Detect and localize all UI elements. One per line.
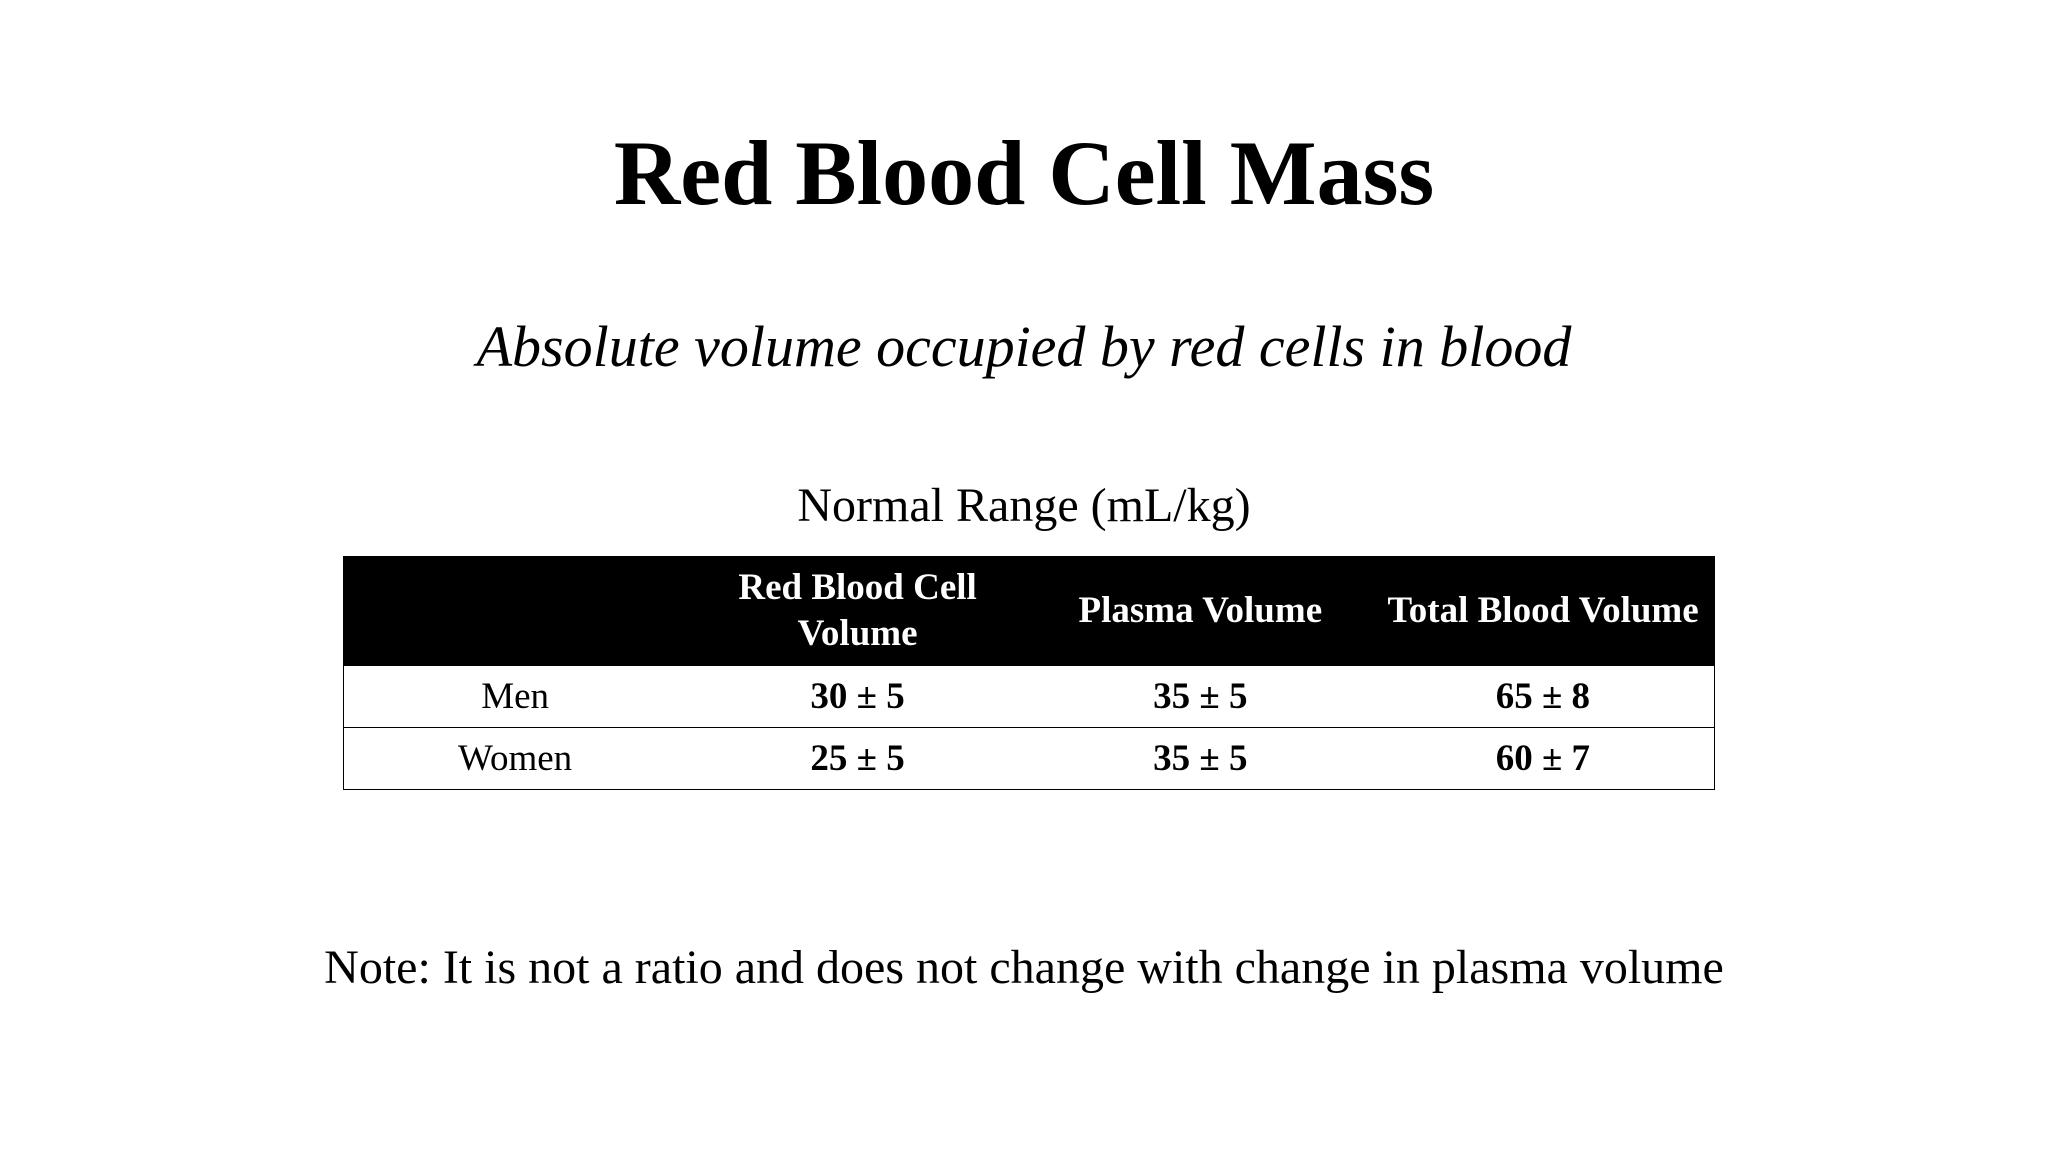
row-label-women: Women (343, 727, 687, 790)
men-plasma-volume: 35 ± 5 (1028, 665, 1372, 728)
table-row-women: Women 25 ± 5 35 ± 5 60 ± 7 (343, 727, 1715, 790)
table-header-row: Red Blood Cell Volume Plasma Volume Tota… (343, 556, 1715, 666)
men-red-blood-cell-volume: 30 ± 5 (686, 665, 1029, 728)
women-plasma-volume: 35 ± 5 (1028, 727, 1372, 790)
header-plasma-volume: Plasma Volume (1028, 556, 1373, 666)
header-red-blood-cell-volume: Red Blood Cell Volume (685, 556, 1030, 666)
women-red-blood-cell-volume: 25 ± 5 (686, 727, 1029, 790)
slide-note: Note: It is not a ratio and does not cha… (324, 941, 1724, 994)
women-total-blood-volume: 60 ± 7 (1371, 727, 1715, 790)
header-total-blood-volume: Total Blood Volume (1371, 556, 1715, 666)
table-caption: Normal Range (mL/kg) (797, 479, 1251, 532)
row-label-men: Men (343, 665, 687, 728)
normal-range-table: Red Blood Cell Volume Plasma Volume Tota… (343, 556, 1715, 790)
men-total-blood-volume: 65 ± 8 (1371, 665, 1715, 728)
slide-title: Red Blood Cell Mass (613, 122, 1435, 224)
table-row-men: Men 30 ± 5 35 ± 5 65 ± 8 (343, 665, 1715, 728)
slide-subtitle: Absolute volume occupied by red cells in… (476, 314, 1572, 379)
header-empty-cell (343, 556, 687, 666)
